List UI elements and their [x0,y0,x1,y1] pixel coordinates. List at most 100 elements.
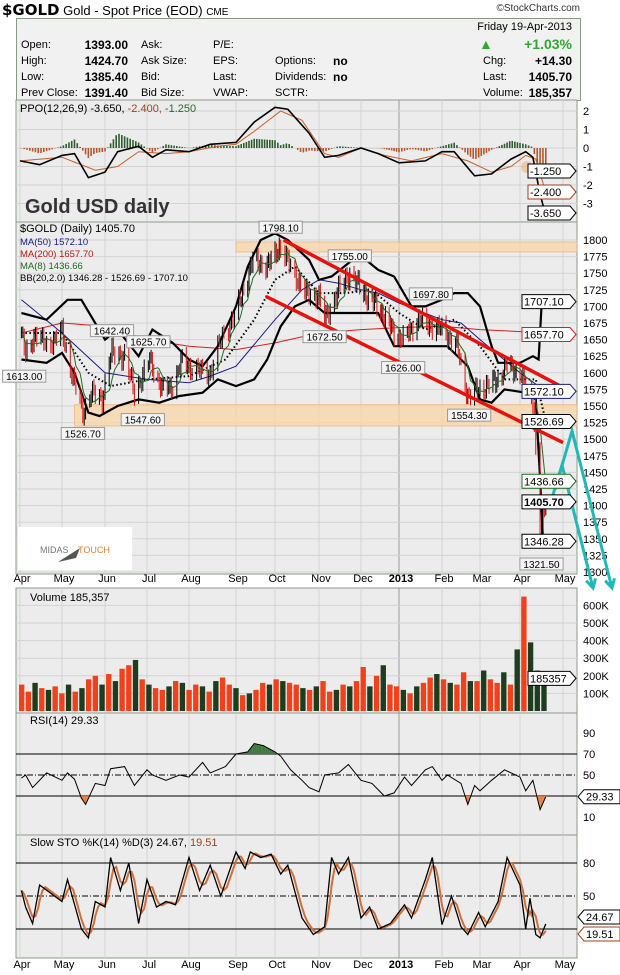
volume-bar [119,668,125,711]
annotation-box [408,287,454,301]
annotation-box [258,220,303,234]
annotation-box [302,330,347,344]
volume-bar [380,665,386,711]
rsi-tick: 10 [583,812,595,824]
price-value-label: 1526.69 [521,413,577,429]
price-tick: 1650 [583,335,607,347]
volume-bar [514,649,520,711]
volume-bar [534,670,540,711]
ppo-tick: 1 [583,125,589,137]
annotation-text: 1547.60 [125,416,162,427]
volume-bar [393,686,400,711]
chg-label: Chg: [483,55,507,67]
price-tick: 1725 [583,285,607,297]
price-tick: 1500 [583,434,607,446]
price-annotation: 1672.50 [302,330,347,344]
x-axis-label: Apr [13,959,30,971]
annotation-box [327,249,372,263]
ma50-legend: MA(50) 1572.10 [20,237,88,248]
price-tick: 1400 [583,501,607,513]
low-label: Low: [21,71,45,83]
volume-tick: 100K [583,688,609,700]
high-value: 1424.70 [84,54,128,68]
price-annotation: 1554.30 [447,408,492,422]
volume-bar [219,677,226,711]
sto-k-value-label-text: 24.67 [586,912,614,924]
annotation-box [447,408,492,422]
x-axis-label: Jul [142,959,156,971]
price-annotation: 1321.50 [519,557,564,571]
annotation-box [60,426,105,440]
volume-bar [373,675,380,711]
price-tick: 1750 [583,268,607,280]
quote-date: Friday 19-Apr-2013 [477,21,572,33]
price-value-label-box [521,294,577,310]
volume-value-label: 185357 [527,670,577,686]
price-value-label-box [521,383,577,399]
volume-bar [414,686,420,711]
price-value-label-text: 1346.28 [524,536,564,548]
x-axis-label: Jun [98,959,116,971]
x-axis-label: Mar [473,573,492,585]
ppo-tick: 0 [583,143,589,155]
volume-bar [239,695,246,711]
pe-label: P/E: [213,39,234,51]
annotation-box [381,361,426,375]
x-axis-label: Sep [228,573,248,585]
price-annotation: 1626.00 [381,361,426,375]
arrowhead-icon [585,577,597,592]
sto-d-value-label-box [577,926,620,942]
price-tick: 1325 [583,550,607,562]
volume-bar [52,686,58,711]
price-tick: 1575 [583,384,607,396]
volume-bar [507,684,514,711]
volume-bar [79,688,85,711]
sto-k-value-label-box [577,909,620,925]
rsi-line [21,742,547,812]
volume-bar [460,672,467,711]
volume-bar [173,681,179,711]
volume-bar [340,684,346,711]
price-tick: 1700 [583,301,607,313]
x-axis-label: Apr [513,959,530,971]
price-value-label-text: 1436.66 [524,476,564,488]
volume-tick: 300K [583,653,609,665]
rsi-value-label: 29.33 [577,789,620,805]
price-annotation: 1526.70 [60,426,105,440]
volume-bar [407,693,413,711]
bid-label: Bid: [141,71,160,83]
volume-bar [327,691,333,711]
volume-bar [25,691,32,711]
x-axis-label: 2013 [389,959,413,971]
price-annotation: 1798.10 [258,220,303,234]
last-value: 1405.70 [528,70,572,84]
annotation-box [120,413,165,427]
x-axis-label: Oct [268,959,285,971]
ppo-tick: -2 [583,180,593,192]
price-annotation: 1613.00 [2,369,47,383]
volume-bar [85,679,92,711]
open-value: 1393.00 [84,38,128,52]
volume-bar [139,679,145,711]
volume-bar [206,691,212,711]
volume-bar [333,689,340,711]
percent-change: +1.03% [524,36,572,52]
price-annotation: 1625.70 [126,335,171,349]
ppo-value: -3.650 [527,205,577,221]
volume-bar [186,689,192,711]
volume-tick: 200K [583,671,609,683]
x-axis-label: Aug [181,573,201,585]
up-arrow-icon: ▲ [479,36,493,52]
exchange: CME [206,7,229,18]
ask-size-label: Ask Size: [141,55,187,67]
price-value-label-text: 1572.10 [524,386,564,398]
dividends-label: Dividends: [275,71,327,83]
sto-legend: Slow STO %K(14) %D(3) 24.67, 19.51 [30,837,218,849]
price-value-label: 1572.10 [521,383,577,399]
chg-value: +14.30 [534,54,572,68]
x-axis-label: May [54,573,75,585]
ppo-signal-value-text: -2.400 [530,187,561,199]
projection-arrow [553,425,614,589]
price-value-label: 1436.66 [521,473,577,489]
